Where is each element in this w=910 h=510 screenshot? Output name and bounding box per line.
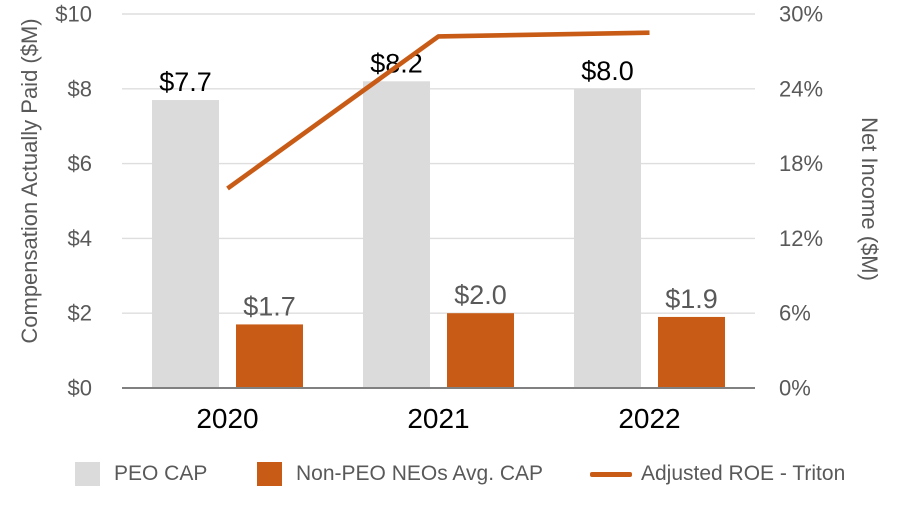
- left-axis-tick: $4: [68, 226, 92, 251]
- right-axis-tick: 0%: [779, 376, 811, 401]
- left-axis-tick: $0: [68, 376, 92, 401]
- left-axis-tick: $2: [68, 301, 92, 326]
- right-axis-tick: 12%: [779, 226, 823, 251]
- category-label-2020: 2020: [196, 403, 258, 434]
- bar-non-peo-neos-avg-cap-2022: [658, 316, 725, 388]
- right-axis-tick: 18%: [779, 151, 823, 176]
- bar-peo-cap-2021: [363, 81, 430, 388]
- right-axis-tick: 30%: [779, 2, 823, 27]
- left-axis-tick: $8: [68, 76, 92, 101]
- left-axis-tick: $6: [68, 151, 92, 176]
- left-axis-title: Compensation Actually Paid ($M): [17, 18, 42, 344]
- bar-non-peo-neos-avg-cap-2021: [447, 313, 514, 388]
- bar-value-label: $7.7: [159, 67, 212, 97]
- left-axis-tick: $10: [55, 2, 92, 27]
- right-axis-title: Net Income ($M): [857, 117, 882, 281]
- bar-peo-cap-2022: [574, 88, 641, 389]
- category-label-2022: 2022: [618, 403, 680, 434]
- bar-value-label: $1.9: [665, 284, 718, 314]
- bar-value-label: $1.7: [243, 291, 296, 321]
- right-axis-tick: 24%: [779, 76, 823, 101]
- line-adjusted-roe-triton: [226, 30, 650, 191]
- category-label-2021: 2021: [407, 403, 469, 434]
- bar-non-peo-neos-avg-cap-2020: [236, 324, 303, 388]
- bar-value-label: $2.0: [454, 280, 507, 310]
- right-axis-tick: 6%: [779, 301, 811, 326]
- bar-value-label: $8.0: [581, 56, 634, 86]
- bar-peo-cap-2020: [152, 100, 219, 389]
